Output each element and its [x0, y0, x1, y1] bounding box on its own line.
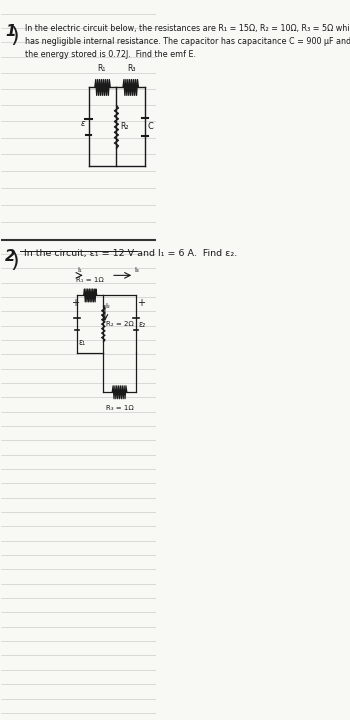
Text: C: C: [148, 122, 154, 132]
Text: In the circuit, ε₁ = 12 V and I₁ = 6 A.  Find ε₂.: In the circuit, ε₁ = 12 V and I₁ = 6 A. …: [24, 249, 237, 258]
Text: R₁: R₁: [97, 64, 105, 73]
Text: I₃: I₃: [134, 267, 139, 273]
Text: R₃: R₃: [127, 64, 136, 73]
Text: +: +: [137, 298, 145, 308]
Text: In the electric circuit below, the resistances are R₁ = 15Ω, R₂ = 10Ω, R₃ = 5Ω w: In the electric circuit below, the resis…: [25, 24, 350, 33]
Text: R₁ = 1Ω: R₁ = 1Ω: [76, 276, 104, 282]
Text: I₂: I₂: [106, 302, 111, 309]
Text: 1: 1: [5, 24, 16, 40]
Text: ): ): [10, 27, 19, 47]
Text: R₂: R₂: [120, 122, 128, 132]
Text: R₂ = 2Ω: R₂ = 2Ω: [106, 321, 134, 327]
Text: ε: ε: [81, 119, 85, 128]
Text: R₃ = 1Ω: R₃ = 1Ω: [106, 405, 133, 411]
Text: ): ): [10, 251, 19, 271]
Text: ε₂: ε₂: [139, 320, 146, 328]
Text: 2: 2: [5, 249, 16, 264]
Text: I₁: I₁: [77, 267, 82, 273]
Text: +: +: [71, 298, 79, 308]
Text: has negligible internal resistance. The capacitor has capacitance C = 900 μF and: has negligible internal resistance. The …: [25, 37, 350, 46]
Text: the energy stored is 0.72J.  Find the emf E.: the energy stored is 0.72J. Find the emf…: [25, 50, 196, 59]
Text: ε₁: ε₁: [79, 338, 86, 348]
